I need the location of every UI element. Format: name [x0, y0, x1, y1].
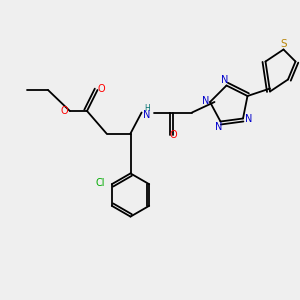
Text: O: O: [169, 130, 177, 140]
Text: N: N: [143, 110, 151, 120]
Text: N: N: [215, 122, 223, 132]
Text: Cl: Cl: [95, 178, 104, 188]
Text: O: O: [97, 83, 105, 94]
Text: O: O: [61, 106, 68, 116]
Text: N: N: [221, 75, 229, 85]
Text: S: S: [280, 39, 287, 49]
Text: N: N: [202, 96, 209, 106]
Text: H: H: [144, 104, 150, 113]
Text: N: N: [245, 114, 252, 124]
